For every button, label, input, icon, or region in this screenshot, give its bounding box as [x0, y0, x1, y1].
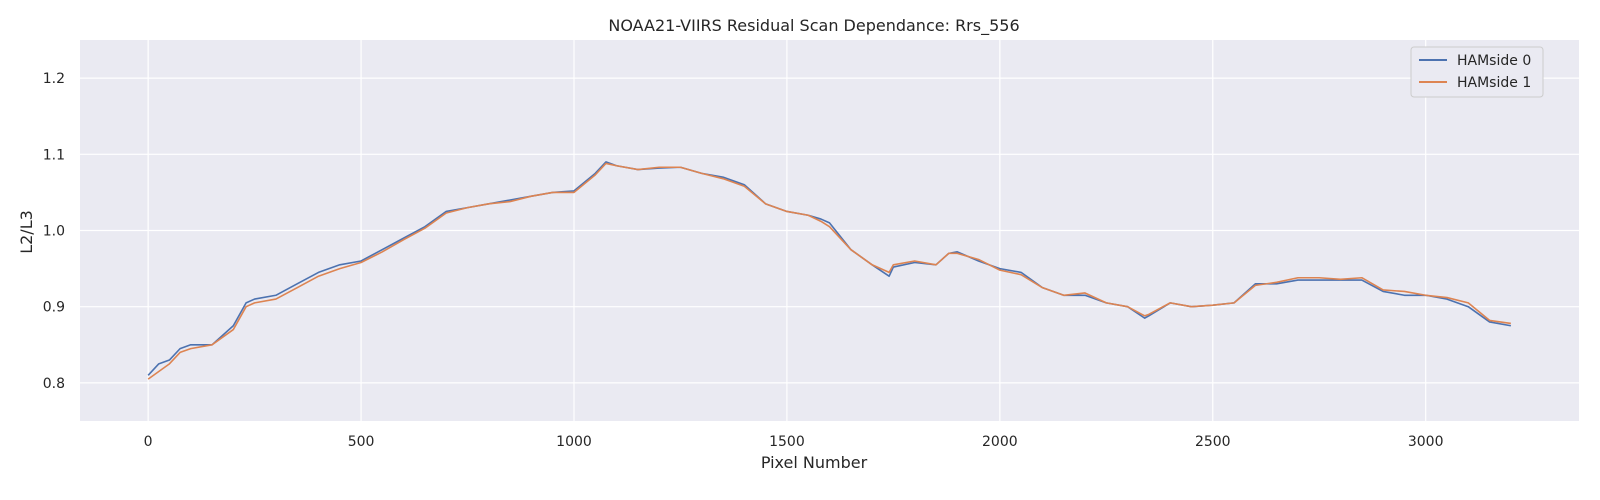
y-tick-label: 1.1	[43, 147, 65, 163]
x-axis-label: Pixel Number	[761, 453, 868, 472]
chart-title: NOAA21-VIIRS Residual Scan Dependance: R…	[608, 16, 1019, 36]
y-tick-label: 1.0	[43, 224, 65, 240]
legend-label-hamside-0: HAMside 0	[1457, 53, 1531, 69]
x-tick-label: 500	[348, 434, 375, 450]
x-tick-label: 2500	[1195, 434, 1231, 450]
x-tick-label: 0	[144, 434, 153, 450]
y-grid	[80, 77, 1579, 384]
x-tick-label: 1500	[769, 434, 805, 450]
legend: HAMside 0 HAMside 1	[1410, 46, 1544, 98]
x-tick-labels: 0 500 1000 1500 2000 2500 3000	[144, 434, 1444, 450]
y-tick-label: 0.9	[43, 300, 65, 316]
series-layer	[147, 161, 1512, 380]
y-tick-label: 1.2	[43, 71, 65, 87]
series-line-hamside-1	[147, 162, 1511, 380]
x-tick-label: 1000	[556, 434, 592, 450]
x-tick-label: 3000	[1408, 434, 1444, 450]
y-axis-label: L2/L3	[17, 210, 36, 254]
y-tick-label: 0.8	[43, 376, 65, 392]
x-tick-label: 2000	[982, 434, 1018, 450]
y-tick-labels: 0.8 0.9 1.0 1.1 1.2	[43, 71, 65, 392]
series-line-hamside-0	[147, 161, 1512, 376]
legend-label-hamside-1: HAMside 1	[1457, 75, 1531, 91]
